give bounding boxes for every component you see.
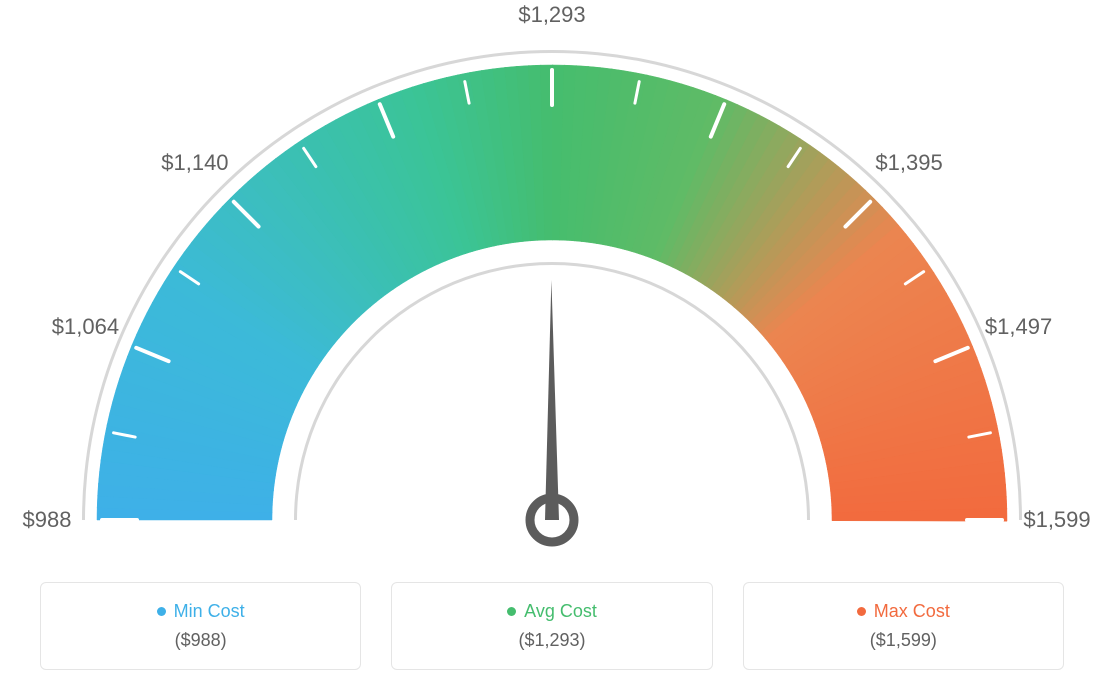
legend-card-max: Max Cost ($1,599) [743,582,1064,670]
cost-gauge: $988 $1,064 $1,140 $1,293 $1,395 $1,497 $1,599 [0,0,1104,560]
gauge-tick-label: $988 [23,507,72,533]
legend-title-min: Min Cost [157,601,245,622]
gauge-svg [0,0,1104,560]
legend-dot-max [857,607,866,616]
gauge-tick-label: $1,395 [875,150,942,176]
legend-value-max: ($1,599) [756,630,1051,651]
legend-label-min: Min Cost [174,601,245,622]
legend-title-max: Max Cost [857,601,950,622]
legend-value-avg: ($1,293) [404,630,699,651]
legend-card-min: Min Cost ($988) [40,582,361,670]
gauge-tick-label: $1,064 [52,314,119,340]
legend-label-max: Max Cost [874,601,950,622]
gauge-tick-label: $1,293 [518,2,585,28]
gauge-tick-label: $1,599 [1023,507,1090,533]
legend-card-avg: Avg Cost ($1,293) [391,582,712,670]
legend-dot-avg [507,607,516,616]
legend-row: Min Cost ($988) Avg Cost ($1,293) Max Co… [40,582,1064,670]
legend-title-avg: Avg Cost [507,601,597,622]
legend-dot-min [157,607,166,616]
gauge-tick-label: $1,497 [985,314,1052,340]
legend-value-min: ($988) [53,630,348,651]
gauge-tick-label: $1,140 [161,150,228,176]
legend-label-avg: Avg Cost [524,601,597,622]
